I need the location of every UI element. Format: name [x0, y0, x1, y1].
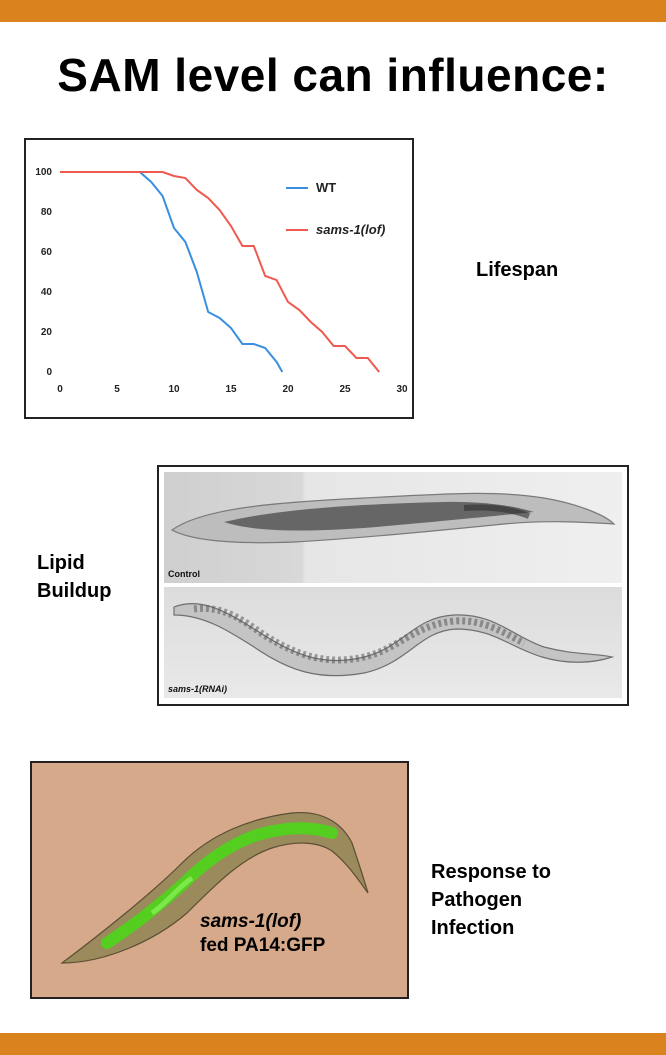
series-line-wt: [60, 171, 284, 373]
x-tick-label: 20: [282, 384, 294, 395]
y-tick-label: 100: [35, 167, 52, 178]
y-tick-label: 80: [41, 207, 53, 218]
x-tick-label: 30: [396, 384, 408, 395]
y-tick-label: 40: [41, 287, 53, 298]
label-lipid-buildup: Lipid Buildup: [37, 549, 111, 605]
gfp-caption-strain: sams-1(lof): [200, 911, 302, 932]
control-label: Control: [168, 569, 200, 579]
rnai-micrograph: sams-1(RNAi): [164, 587, 622, 698]
x-tick-label: 5: [114, 384, 120, 395]
lifespan-chart: 0 20 40 60 80 100 0 5 10 15 20 25 30 WT sams-1(lof): [24, 138, 414, 419]
label-lifespan: Lifespan: [476, 259, 559, 281]
top-accent-bar: [0, 0, 666, 22]
label-lipid-line2: Buildup: [37, 580, 112, 602]
x-tick-label: 0: [57, 384, 63, 395]
gfp-infection-image: sams-1(lof) fed PA14:GFP: [30, 761, 409, 999]
label-lipid-line1: Lipid: [37, 552, 85, 574]
gfp-caption-treatment: fed PA14:GFP: [200, 935, 326, 956]
x-tick-label: 25: [339, 384, 351, 395]
control-micrograph: Control: [164, 472, 622, 583]
rnai-worm-image: [173, 602, 615, 677]
y-tick-label: 0: [46, 367, 52, 378]
page-title: SAM level can influence:: [57, 49, 609, 101]
y-tick-label: 20: [41, 327, 53, 338]
y-tick-label: 60: [41, 247, 53, 258]
series-line-sams-1: [60, 171, 380, 373]
legend-entry: WT: [316, 180, 336, 195]
bottom-accent-bar: [0, 1033, 666, 1055]
gfp-worm-image: [60, 811, 369, 964]
control-worm-image: [170, 492, 616, 544]
label-response-line3: Infection: [431, 917, 515, 939]
legend-entry: sams-1(lof): [316, 222, 385, 237]
label-pathogen-response: Response to Pathogen Infection: [431, 858, 551, 942]
lifespan-chart-svg: 0 20 40 60 80 100 0 5 10 15 20 25 30 WT sams-1(lof): [35, 167, 408, 395]
label-response-line2: Pathogen: [431, 889, 523, 911]
rnai-label: sams-1(RNAi): [168, 684, 228, 694]
lipid-micrograph-figure: Control sams-1(RNAi): [157, 465, 629, 706]
x-tick-label: 15: [225, 384, 237, 395]
x-tick-label: 10: [168, 384, 180, 395]
label-response-line1: Response to: [431, 861, 552, 883]
gfp-caption: sams-1(lof) fed PA14:GFP: [200, 910, 325, 958]
